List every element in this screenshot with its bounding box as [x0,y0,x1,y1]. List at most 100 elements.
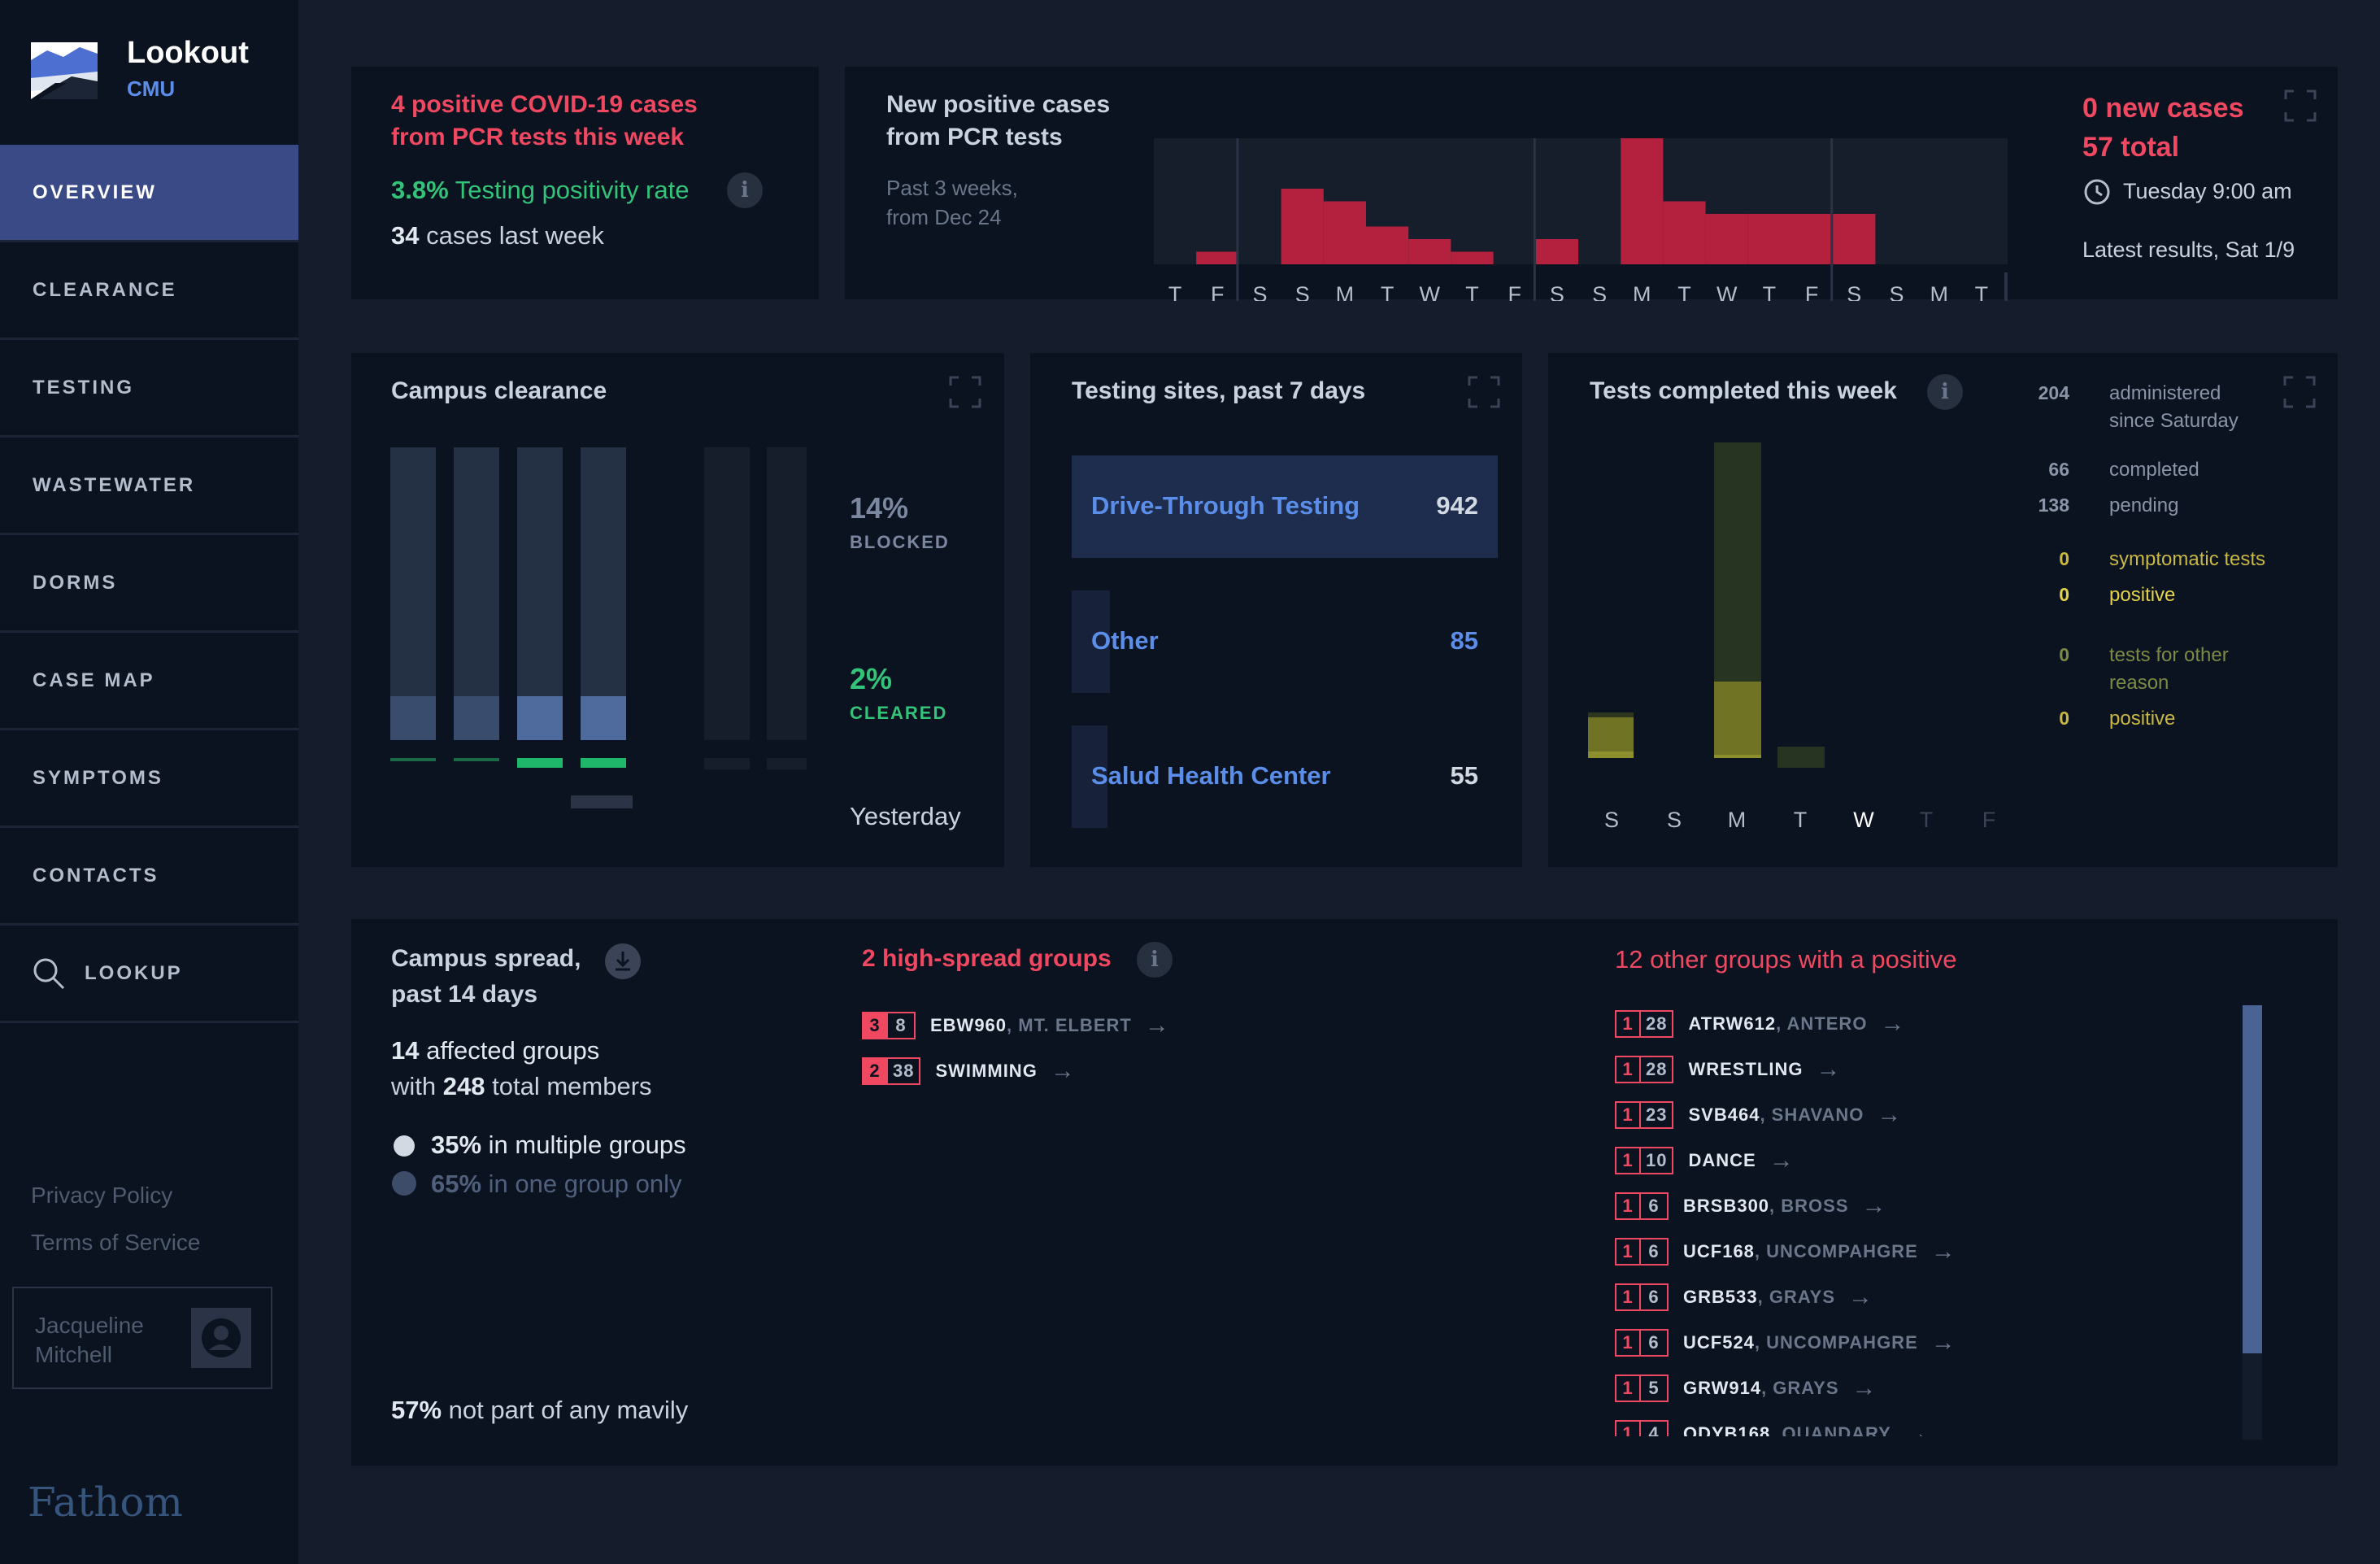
group-subname: , GRAYS [1761,1378,1839,1398]
site-row[interactable]: Drive-Through Testing 942 [1072,455,1498,558]
nav-contacts[interactable]: CONTACTS [0,828,298,926]
group-name: QDYB168 [1683,1423,1771,1436]
group-name: DANCE [1688,1150,1756,1170]
site-name: Other [1091,626,1159,655]
arrow-right-icon: → [1769,1147,1795,1174]
group-row[interactable]: 2 38 SWIMMING → [862,1057,1076,1085]
symptomatic-positive-label: positive [2109,584,2176,606]
group-badge: 1 23 [1615,1101,1674,1129]
nav-clearance[interactable]: CLEARANCE [0,242,298,340]
info-icon[interactable]: i [727,172,763,208]
test-bar [1777,747,1825,768]
nav-label: SYMPTOMS [33,766,163,789]
member-count: 23 [1639,1103,1672,1127]
arrow-right-icon: → [1848,1283,1874,1310]
clearance-bar [767,447,807,740]
site-bar [1072,455,1498,558]
day-label: F [1508,282,1521,301]
group-name: ATRW612 [1688,1013,1777,1034]
group-row[interactable]: 1 6 GRB533, GRAYS → [1615,1283,1873,1311]
nav-dorms[interactable]: DORMS [0,535,298,633]
nav-symptoms[interactable]: SYMPTOMS [0,730,298,828]
site-bar [1072,725,1107,828]
day-label: M [1728,808,1747,832]
multi-group-dot [394,1135,415,1157]
group-row[interactable]: 1 28 ATRW612, ANTERO → [1615,1010,1905,1038]
case-count: 3 [864,1013,886,1038]
nav-testing[interactable]: TESTING [0,340,298,438]
download-icon[interactable] [603,942,642,981]
new-cases-subtitle-2: from Dec 24 [886,205,1002,229]
site-row[interactable]: Salud Health Center 55 [1072,725,1498,828]
expand-icon[interactable] [949,376,981,408]
affected-groups: 14 affected groups [391,1036,599,1065]
new-cases-title: New positive cases [886,91,1111,118]
group-row[interactable]: 1 10 DANCE → [1615,1147,1795,1174]
nav-case-map[interactable]: CASE MAP [0,633,298,730]
cleared-label: CLEARED [850,703,948,723]
member-count: 6 [1639,1331,1667,1355]
day-highlight [571,795,633,808]
day-label: T [1168,282,1182,301]
group-row[interactable]: 3 8 EBW960, MT. ELBERT → [862,1012,1170,1039]
group-row[interactable]: 1 23 SVB464, SHAVANO → [1615,1101,1902,1129]
search-icon [33,958,65,989]
symptomatic-count: 0 [2059,548,2069,569]
case-bar [1196,251,1239,264]
test-bar [1714,755,1761,758]
multi-group-percent: 35% [431,1131,482,1159]
expand-icon[interactable] [1468,376,1500,408]
expand-icon[interactable] [2284,89,2317,122]
symptomatic-positive-count: 0 [2059,584,2069,605]
member-count: 38 [886,1059,919,1083]
expand-icon[interactable] [2283,376,2316,408]
nav-label: TESTING [33,376,135,399]
not-part-percent: 57% [391,1396,442,1424]
group-name: UCF524 [1683,1332,1755,1353]
tests-title: Tests completed this week [1590,377,1897,404]
sidebar: Lookout CMU OVERVIEW CLEARANCE TESTING W… [0,0,298,1564]
user-menu[interactable]: Jacqueline Mitchell [12,1287,272,1389]
day-label: M [1633,282,1651,301]
scrollbar-thumb[interactable] [2243,1005,2262,1353]
terms-of-service-link[interactable]: Terms of Service [31,1230,201,1255]
nav-lookup[interactable]: LOOKUP [0,926,298,1023]
affected-label: affected groups [426,1036,600,1065]
other-reason-label: tests for other [2109,644,2229,666]
group-subname: , BROSS [1769,1196,1849,1216]
group-badge: 1 28 [1615,1010,1674,1038]
group-row[interactable]: 1 5 GRW914, GRAYS → [1615,1374,1877,1402]
affected-count: 14 [391,1036,420,1065]
case-bar [1663,201,1706,264]
site-row[interactable]: Other 85 [1072,590,1498,693]
last-week-cases: 34 cases last week [391,221,604,251]
info-icon[interactable]: i [1137,942,1173,978]
privacy-policy-link[interactable]: Privacy Policy [31,1183,173,1208]
info-icon[interactable]: i [1927,374,1963,410]
group-row[interactable]: 1 6 BRSB300, BROSS → [1615,1192,1887,1220]
completed-count: 66 [2048,459,2069,480]
group-row[interactable]: 1 4 QDYB168, QUANDARY → [1615,1420,1930,1436]
nav-overview[interactable]: OVERVIEW [0,145,298,242]
day-label: S [1252,282,1267,301]
day-label: S [1889,282,1904,301]
scrollbar-track[interactable] [2243,1005,2262,1440]
nav-wastewater[interactable]: WASTEWATER [0,438,298,535]
case-count: 2 [864,1059,886,1083]
cleared-segment [767,758,807,769]
user-name: Jacqueline Mitchell [35,1313,144,1367]
other-positive-count: 0 [2059,708,2069,729]
day-label: F [1982,808,1996,832]
case-count: 1 [1622,1013,1634,1034]
day-label: S [1667,808,1682,832]
group-row[interactable]: 1 6 UCF168, UNCOMPAHGRE → [1615,1238,1956,1266]
arrow-right-icon: → [1930,1238,1956,1265]
group-row[interactable]: 1 28 WRESTLING → [1615,1056,1841,1083]
group-row[interactable]: 1 6 UCF524, UNCOMPAHGRE → [1615,1329,1956,1357]
pending-label: pending [2109,494,2179,516]
